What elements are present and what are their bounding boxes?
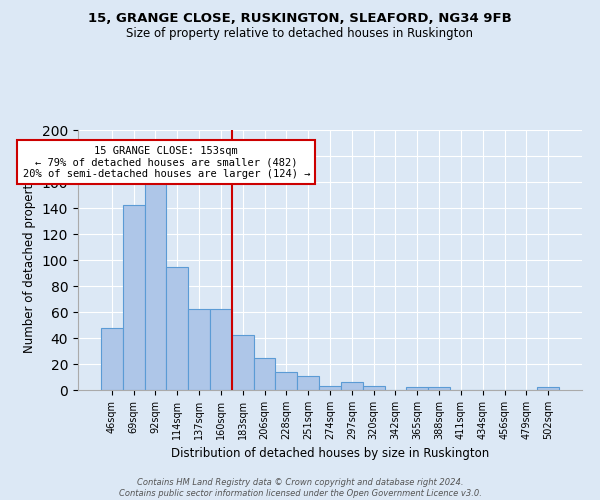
Bar bbox=[254, 358, 275, 390]
Bar bbox=[210, 310, 232, 390]
Text: Contains HM Land Registry data © Crown copyright and database right 2024.
Contai: Contains HM Land Registry data © Crown c… bbox=[119, 478, 481, 498]
Text: 15, GRANGE CLOSE, RUSKINGTON, SLEAFORD, NG34 9FB: 15, GRANGE CLOSE, RUSKINGTON, SLEAFORD, … bbox=[88, 12, 512, 26]
Bar bbox=[145, 180, 166, 390]
Bar bbox=[166, 266, 188, 390]
Bar bbox=[537, 388, 559, 390]
Bar bbox=[232, 336, 254, 390]
Bar bbox=[341, 382, 363, 390]
Bar bbox=[101, 328, 123, 390]
Bar bbox=[428, 388, 450, 390]
X-axis label: Distribution of detached houses by size in Ruskington: Distribution of detached houses by size … bbox=[171, 448, 489, 460]
Bar bbox=[406, 388, 428, 390]
Text: Size of property relative to detached houses in Ruskington: Size of property relative to detached ho… bbox=[127, 28, 473, 40]
Y-axis label: Number of detached properties: Number of detached properties bbox=[23, 167, 36, 353]
Bar bbox=[297, 376, 319, 390]
Text: 15 GRANGE CLOSE: 153sqm
← 79% of detached houses are smaller (482)
20% of semi-d: 15 GRANGE CLOSE: 153sqm ← 79% of detache… bbox=[23, 146, 310, 179]
Bar bbox=[123, 206, 145, 390]
Bar bbox=[363, 386, 385, 390]
Bar bbox=[275, 372, 297, 390]
Bar bbox=[319, 386, 341, 390]
Bar bbox=[188, 310, 210, 390]
